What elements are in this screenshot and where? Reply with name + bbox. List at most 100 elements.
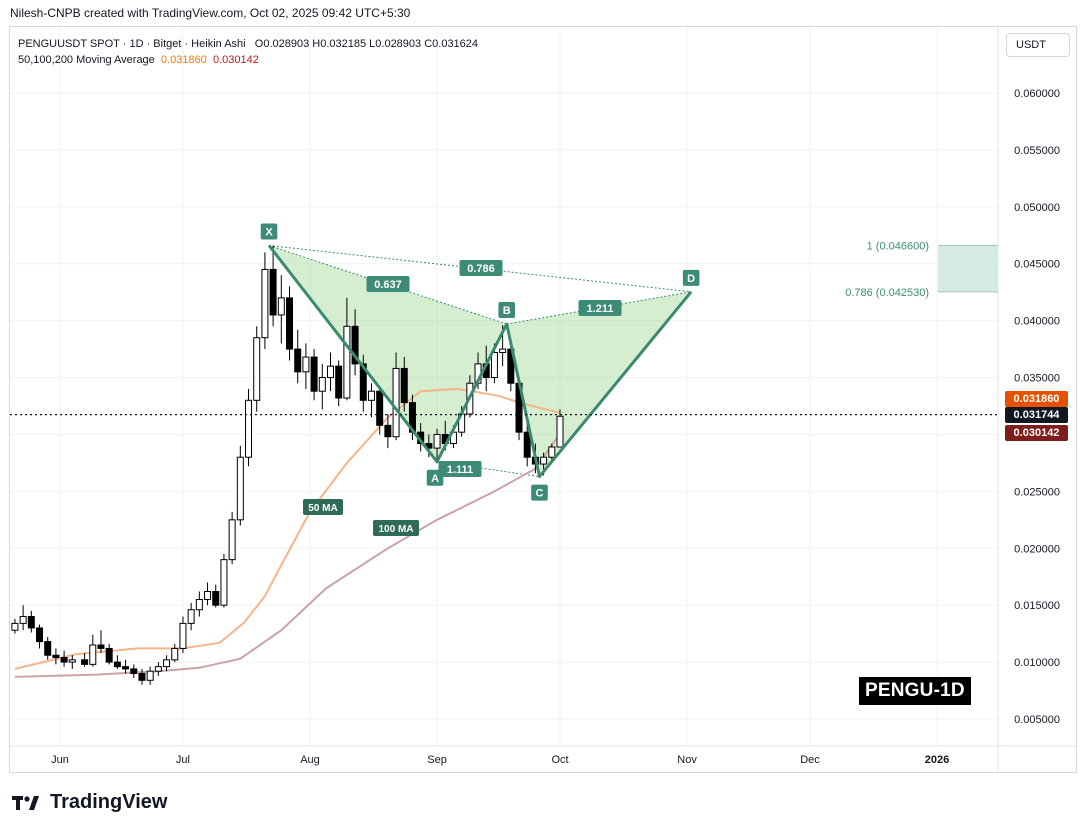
ratio-label-bg [578, 300, 622, 316]
candle [294, 329, 302, 384]
candle [556, 409, 564, 448]
candle [68, 655, 76, 669]
ma50-tag-bg [303, 499, 343, 515]
y-tick-label: 0.055000 [1014, 145, 1060, 157]
candle [433, 428, 441, 460]
target-upper-label: 1 (0.046600) [867, 241, 929, 253]
ratio-label: 0.786 [467, 263, 495, 275]
ohlc-values: O0.028903 H0.032185 L0.028903 C0.031624 [254, 38, 479, 50]
candle [171, 643, 179, 663]
candle-body [548, 446, 556, 458]
ratio-label: 1.211 [587, 303, 614, 315]
ratio-label: 0.637 [374, 279, 402, 291]
candle-body [113, 661, 121, 668]
candle [326, 352, 334, 392]
candle [228, 511, 236, 565]
chart-frame [9, 26, 1077, 773]
point-label-b: B [503, 305, 511, 317]
candle-body [122, 666, 130, 670]
bcd-triangle [506, 291, 692, 477]
tradingview-logo[interactable]: TradingView [12, 791, 167, 814]
candle [277, 275, 285, 344]
candle [195, 591, 203, 617]
candle-body [19, 616, 27, 624]
currency-selector[interactable]: USDT [1006, 33, 1070, 57]
x-tick-label: Jul [176, 754, 190, 766]
candle-body [499, 348, 507, 354]
y-tick-label: 0.020000 [1014, 543, 1060, 555]
candle-body [359, 363, 367, 401]
candle [113, 655, 121, 669]
candle [60, 650, 68, 667]
candle-body [212, 591, 220, 606]
candle-body [130, 668, 138, 674]
candle [44, 637, 52, 660]
candle-body [343, 325, 351, 399]
candle [367, 383, 375, 418]
candle [400, 357, 408, 412]
candle-body [392, 367, 400, 438]
ma100-price-tag: 0.030142 [1005, 425, 1068, 441]
chart-legend: PENGUUSDT SPOT · 1D · Bitget · Heikin As… [18, 36, 478, 68]
y-tick-label: 0.060000 [1014, 88, 1060, 100]
y-tick-label: 0.050000 [1014, 202, 1060, 214]
candle [220, 553, 228, 608]
candle [261, 252, 269, 350]
ma-indicator-label[interactable]: 50,100,200 Moving Average [18, 54, 155, 66]
ratio-label-bg [459, 260, 503, 276]
candle [187, 602, 195, 631]
candle [548, 443, 556, 462]
candle-body [318, 377, 326, 392]
candle [212, 584, 220, 608]
candle-body [335, 365, 343, 399]
y-tick-label: 0.040000 [1014, 316, 1060, 328]
point-label-d-bg [682, 269, 700, 286]
candle [146, 666, 154, 685]
candle-body [540, 456, 548, 465]
candle-body [490, 352, 498, 379]
candle-body [154, 666, 162, 672]
x-tick-label: Dec [800, 754, 820, 766]
y-tick-label: 0.010000 [1014, 657, 1060, 669]
candle [97, 630, 105, 653]
candle [376, 386, 384, 435]
candle-body [171, 647, 179, 661]
candle [179, 616, 187, 653]
candle [19, 605, 27, 631]
point-label-b-bg [498, 302, 516, 319]
creator-credit: Nilesh-CNPB created with TradingView.com… [10, 6, 411, 20]
candle [384, 413, 392, 449]
candle-body [277, 297, 285, 316]
point-label-x: X [265, 227, 273, 239]
ma100-tag-bg [373, 520, 419, 536]
candle [154, 662, 162, 676]
xab-triangle [269, 245, 507, 462]
candle [163, 655, 171, 672]
candle-body [105, 647, 113, 663]
candle [351, 309, 359, 376]
symbol-watermark: PENGU-1D [859, 677, 971, 705]
candle-body [351, 325, 359, 365]
candle-body [163, 659, 171, 668]
candle-body [302, 356, 310, 373]
tradingview-logo-icon [12, 795, 39, 810]
candle [138, 668, 146, 685]
x-tick-label: Nov [677, 754, 697, 766]
candle [89, 634, 97, 667]
candle-body [523, 431, 531, 458]
x-tick-label: 2026 [925, 754, 949, 766]
ma100-tag: 100 MA [378, 524, 413, 535]
brand-name: TradingView [50, 791, 168, 813]
x-tick-label: Sep [427, 754, 447, 766]
ma50-tag: 50 MA [308, 503, 337, 514]
candle-body [52, 654, 60, 659]
candle-body [60, 657, 68, 663]
y-tick-label: 0.025000 [1014, 486, 1060, 498]
candle-body [68, 659, 76, 663]
ratio-label-bg [366, 276, 410, 292]
candle-body [294, 348, 302, 373]
symbol-info[interactable]: PENGUUSDT SPOT · 1D · Bitget · Heikin As… [18, 38, 246, 50]
y-tick-label: 0.045000 [1014, 259, 1060, 271]
ma50-line [14, 387, 561, 670]
